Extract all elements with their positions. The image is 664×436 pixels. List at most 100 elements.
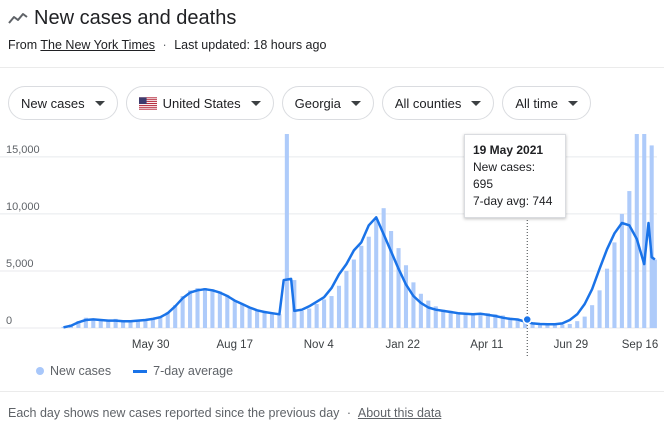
new-cases-bar [426,300,431,328]
new-cases-bar [336,285,342,328]
tooltip-new-cases: New cases: 695 [473,160,536,191]
new-cases-bar [456,312,461,328]
source-line: From The New York Times · Last updated: … [8,38,656,52]
new-cases-bar [217,291,222,328]
new-cases-bar [652,259,657,328]
chart-tooltip: 19 May 2021 New cases: 695 7-day avg: 74… [464,134,566,218]
new-cases-bar [500,315,505,328]
new-cases-bar [530,322,535,328]
y-tick-label: 0 [6,315,12,327]
footer-separator: · [346,406,352,420]
footer: Each day shows new cases reported since … [8,406,441,420]
new-cases-bar [463,313,468,328]
new-cases-bar [322,299,327,328]
country-dropdown[interactable]: United States [125,86,274,120]
new-cases-bar [128,320,133,328]
new-cases-bar [255,309,260,328]
x-tick-label: May 30 [132,339,170,351]
legend-7day-average: 7-day average [153,364,234,378]
county-dropdown-label: All counties [394,95,462,111]
chart-title: New cases and deaths [34,6,237,29]
new-cases-bar [619,213,624,328]
new-cases-bar [150,318,155,328]
new-cases-bar [515,318,520,328]
caret-down-icon [250,100,261,106]
source-link[interactable]: The New York Times [40,38,156,52]
new-cases-bar [560,324,565,328]
y-tick-label: 10,000 [6,201,40,213]
new-cases-bar [642,134,647,328]
filter-bar: New cases United States Georgia All coun… [8,86,591,120]
new-cases-bar [604,268,610,328]
new-cases-bar [269,313,275,328]
new-cases-bar [195,288,200,328]
new-cases-bar [188,290,193,328]
new-cases-bar [545,324,550,328]
metric-dropdown[interactable]: New cases [8,86,118,120]
new-cases-bar [143,320,148,328]
metric-dropdown-label: New cases [21,95,85,111]
us-flag-icon [138,96,157,110]
new-cases-bar [381,208,386,328]
average-legend-marker [133,369,148,373]
caret-down-icon [350,100,361,106]
county-dropdown[interactable]: All counties [381,86,495,120]
new-cases-bar [403,265,409,328]
new-cases-bar [121,320,126,328]
x-tick-label: Sep 16 [622,339,658,351]
x-tick-label: Apr 11 [470,339,503,351]
about-data-link[interactable]: About this data [357,406,442,420]
new-cases-bar [411,282,416,328]
new-cases-bar [590,305,595,328]
y-tick-label: 5,000 [6,258,34,270]
new-cases-bar [240,304,245,328]
new-cases-bar [478,314,483,328]
header: New cases and deaths From The New York T… [8,4,656,53]
new-cases-bar [567,324,572,328]
new-cases-bar [493,314,498,328]
selected-point [522,314,532,325]
new-cases-bar [329,296,334,328]
x-tick-label: Aug 17 [217,339,253,351]
tooltip-date: 19 May 2021 [473,143,544,157]
source-prefix: From [8,38,38,52]
new-cases-bar [106,320,111,328]
new-cases-bar [523,320,528,328]
x-tick-label: Jun 29 [554,339,589,351]
country-dropdown-label: United States [162,95,241,111]
caret-down-icon [567,100,578,106]
new-cases-bar [113,318,118,328]
new-cases-bar [649,145,654,328]
trend-line-icon [8,13,28,24]
header-divider [0,67,664,68]
new-cases-bar [91,318,96,328]
new-cases-bar [441,309,446,328]
new-cases-bar [433,306,438,328]
new-cases-bar [597,290,602,328]
legend-new-cases: New cases [50,364,112,378]
cases-chart[interactable]: 0 5,000 10,000 15,000 May 30 Aug 17 Nov 4 Jan 2… [0,126,664,361]
new-cases-bar [344,270,349,328]
x-tick-label: Nov 4 [304,339,335,351]
new-cases-bar [374,219,379,328]
new-cases-bar [83,317,88,328]
new-cases-bar [575,321,580,328]
new-cases-bar [98,320,103,328]
new-cases-bar [418,293,423,328]
tooltip-7day-avg: 7-day avg: 744 [473,194,553,208]
new-cases-bar [627,191,632,328]
new-cases-bar [366,236,371,328]
new-cases-bar [262,310,267,328]
y-tick-label: 15,000 [6,144,40,156]
new-cases-bar [351,259,356,328]
new-cases-bar [158,316,163,328]
time-range-dropdown[interactable]: All time [502,86,591,120]
new-cases-bar [612,242,617,328]
state-dropdown[interactable]: Georgia [281,86,374,120]
new-cases-bar [307,308,312,328]
chart-legend: New cases 7-day average [36,364,233,378]
new-cases-bar [485,313,490,328]
new-cases-bar [582,316,587,328]
x-tick-label: Jan 22 [386,339,421,351]
last-updated: Last updated: 18 hours ago [174,38,327,52]
